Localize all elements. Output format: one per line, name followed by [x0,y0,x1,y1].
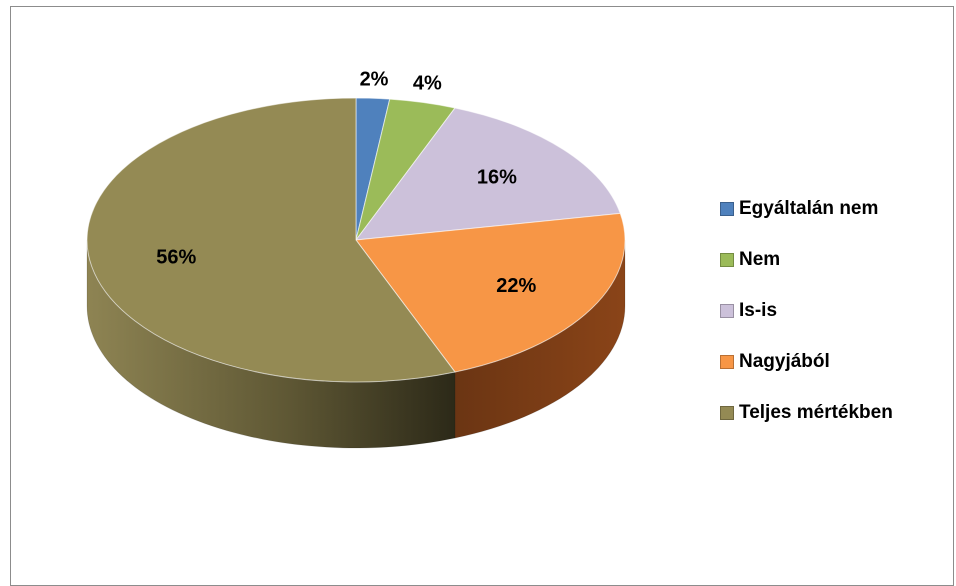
legend-item-nem: Nem [720,234,956,285]
pie-slice-teljes-mertekben [86,97,456,383]
pie-data-labels: 2% 4% 16% 22% 56% [156,69,536,297]
legend-label-teljes-mertekben: Teljes mértékben [739,401,893,423]
legend-label-is-is: Is-is [739,299,778,321]
pie-top-slices [86,97,626,383]
legend-label-nagyjabol: Nagyjából [739,350,830,372]
pie-slice-is-is [354,107,621,241]
legend-item-teljes-mertekben: Teljes mértékben [720,387,956,438]
legend-swatch-nagyjabol [720,354,734,369]
legend-swatch-teljes-mertekben [720,405,734,420]
legend-swatch-nem [720,252,734,267]
legend-label-egyaltalan-nem: Egyáltalán nem [739,197,879,219]
legend-item-nagyjabol: Nagyjából [720,336,956,387]
data-label-is-is: 16% [477,167,517,189]
chart-legend: Egyáltalán nem Nem Is-is Nagyjából Telje… [720,183,956,438]
legend-item-is-is: Is-is [720,285,956,336]
data-label-egyaltalan-nem: 2% [360,69,389,91]
data-label-teljes-mertekben: 56% [156,246,196,268]
data-label-nagyjabol: 22% [496,275,536,297]
legend-swatch-egyaltalan-nem [720,201,734,216]
legend-label-nem: Nem [739,248,781,270]
legend-swatch-is-is [720,303,734,318]
pie-slice-nagyjabol [355,212,626,373]
data-label-nem: 4% [413,73,442,95]
legend-item-egyaltalan-nem: Egyáltalán nem [720,183,956,234]
